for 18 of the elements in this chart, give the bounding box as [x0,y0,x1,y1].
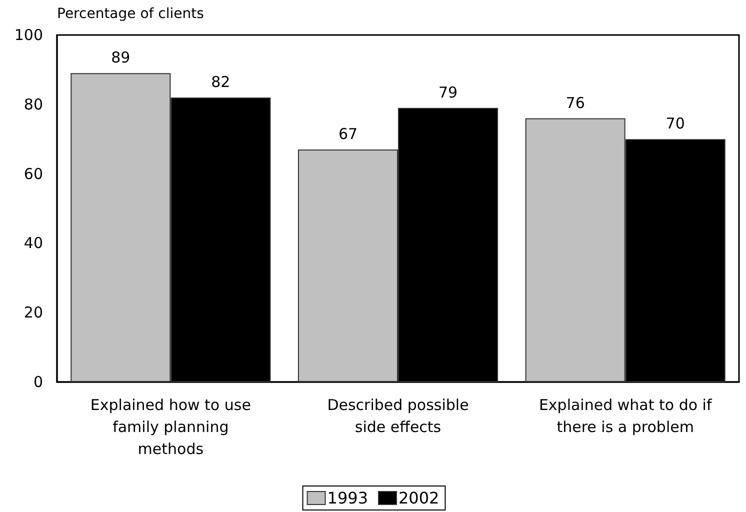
data-label: 70 [666,114,685,133]
y-tick-label: 40 [24,234,43,252]
legend-label: 2002 [398,488,440,508]
x-tick-label: Explained how to use family planning methods [90,396,251,458]
data-label: 67 [338,125,358,144]
y-tick-label: 20 [24,304,43,322]
y-tick-label: 0 [33,373,43,391]
data-label: 89 [111,48,130,67]
data-label: 79 [438,83,458,102]
legend-label: 1993 [327,488,368,508]
data-label: 82 [211,72,230,91]
x-tick-label: Explained what to do if there is a problem [538,396,712,436]
y-axis-title: Percentage of clients [57,6,204,22]
data-label: 76 [566,94,585,112]
y-tick-label: 100 [14,26,43,44]
x-tick-label: Described possible side effects [327,396,469,436]
y-tick-label: 80 [24,95,43,114]
y-tick-label: 60 [24,164,43,183]
